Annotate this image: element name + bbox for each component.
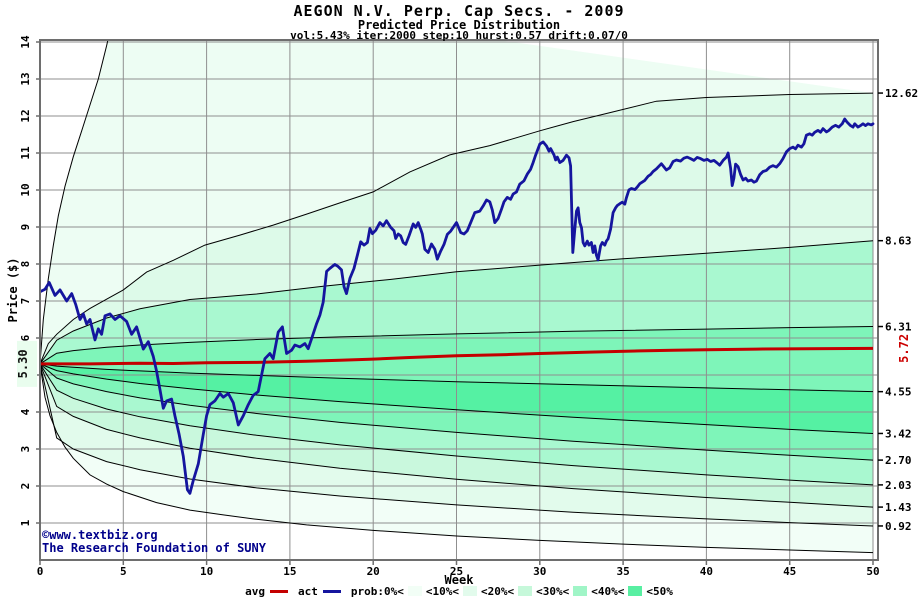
- legend-probability-items: prob:0%< <10%< <20%< <30%< <40%< <50%: [351, 585, 673, 598]
- right-axis-label-1.43: 1.43: [885, 501, 912, 514]
- fan-curve-band-3.42: [40, 363, 874, 434]
- chart-subtitle: Predicted Price Distribution: [357, 18, 561, 32]
- x-tick-label-25: 25: [450, 565, 463, 578]
- avg-price-line: [40, 346, 874, 366]
- fan-curve-band-4.55: [40, 363, 874, 393]
- y-tick-label-11: 11: [19, 146, 32, 160]
- y-tick-label-4: 4: [19, 408, 32, 415]
- legend-prob-label-2: <20%<: [480, 585, 515, 598]
- x-tick-label-10: 10: [200, 565, 213, 578]
- right-axis-label-2.03: 2.03: [885, 479, 912, 492]
- legend-prob-label-3: <30%<: [536, 585, 570, 598]
- y-tick-label-13: 13: [19, 72, 32, 85]
- legend-prob-swatch-2: [518, 586, 533, 596]
- legend-avg-line-swatch: [270, 590, 288, 593]
- x-tick-label-40: 40: [700, 565, 713, 578]
- right-axis-label-6.31: 6.31: [885, 321, 912, 334]
- legend-avg-label: avg: [245, 585, 265, 598]
- x-tick-label-30: 30: [533, 565, 546, 578]
- start-price-label-bg: [17, 340, 37, 387]
- y-tick-label-14: 14: [19, 35, 32, 49]
- x-tick-label-15: 15: [283, 565, 296, 578]
- legend-prob-swatch-4: [628, 586, 643, 596]
- fan-curve-band-8.63: [40, 240, 874, 365]
- legend-prob-swatch-0: [407, 586, 422, 596]
- right-axis-label-0.92: 0.92: [885, 520, 912, 533]
- probability-band-8: [40, 363, 873, 526]
- fan-curve-band-12.62: [40, 92, 874, 365]
- fan-curve-band-6.31: [40, 326, 874, 365]
- x-tick-label-5: 5: [120, 565, 127, 578]
- legend-prob-swatch-3: [573, 586, 588, 596]
- legend-act-line-swatch: [322, 590, 341, 593]
- y-tick-label-2: 2: [19, 483, 32, 490]
- actual-price-line: [40, 117, 875, 495]
- y-tick-label-9: 9: [19, 224, 32, 231]
- right-axis-label-3.42: 3.42: [885, 427, 912, 440]
- y-tick-label-6: 6: [19, 334, 32, 341]
- x-tick-label-0: 0: [37, 565, 44, 578]
- legend-prob-label-0: prob:0%<: [350, 585, 404, 598]
- plot-area: [40, 40, 878, 560]
- start-price-label: 5.30: [16, 349, 30, 378]
- fan-curve-band-2.70: [40, 363, 874, 461]
- right-axis-label-12.62: 12.62: [885, 87, 918, 100]
- legend-prob-label-1: <10%<: [425, 585, 459, 598]
- y-tick-label-3: 3: [19, 446, 32, 453]
- x-axis-title: Week: [444, 573, 474, 587]
- fan-curve-band-2.03: [40, 363, 874, 486]
- legend-prob-label-4: <40%<: [591, 585, 625, 598]
- right-axis-label-8.63: 8.63: [885, 235, 912, 248]
- y-tick-label-12: 12: [19, 109, 32, 122]
- probability-band-9: [40, 363, 873, 553]
- probability-band-6: [40, 363, 873, 485]
- y-axis-title: Price ($): [6, 257, 20, 323]
- x-tick-label-45: 45: [783, 565, 796, 578]
- legend-act-label: act: [298, 585, 318, 598]
- x-tick-label-35: 35: [616, 565, 629, 578]
- x-tick-label-50: 50: [866, 565, 879, 578]
- watermark-org: The Research Foundation of SUNY: [42, 541, 266, 555]
- right-axis-label-4.55: 4.55: [885, 386, 912, 399]
- plot-border: [39, 39, 879, 561]
- fan-curve-max-envelope: [40, 40, 109, 364]
- y-tick-label-10: 10: [19, 183, 32, 196]
- probability-band-0: [40, 40, 873, 364]
- chart-title: AEGON N.V. Perp. Cap Secs. - 2009: [293, 2, 625, 20]
- avg-final-price-label: 5.72: [897, 334, 911, 363]
- x-tick-label-20: 20: [367, 565, 380, 578]
- y-tick-label-7: 7: [19, 298, 32, 305]
- y-tick-label-8: 8: [19, 261, 32, 268]
- watermark-url: ©www.textbiz.org: [42, 528, 158, 542]
- fan-curve-band-1.43: [40, 363, 874, 508]
- y-tick-label-1: 1: [19, 519, 32, 526]
- legend: avg act prob:0%< <10%< <20%< <30%< <40%< <50%: [0, 585, 918, 598]
- right-axis-label-2.70: 2.70: [885, 454, 912, 467]
- simulation-parameters: vol:5.43% iter:2000 step:10 hurst:0.57 d…: [290, 29, 628, 42]
- legend-prob-swatch-1: [462, 586, 477, 596]
- fan-curve-band-0.92: [40, 363, 874, 527]
- legend-prob-label-5: <50%: [646, 585, 673, 598]
- fan-curve-min-envelope: [40, 363, 874, 554]
